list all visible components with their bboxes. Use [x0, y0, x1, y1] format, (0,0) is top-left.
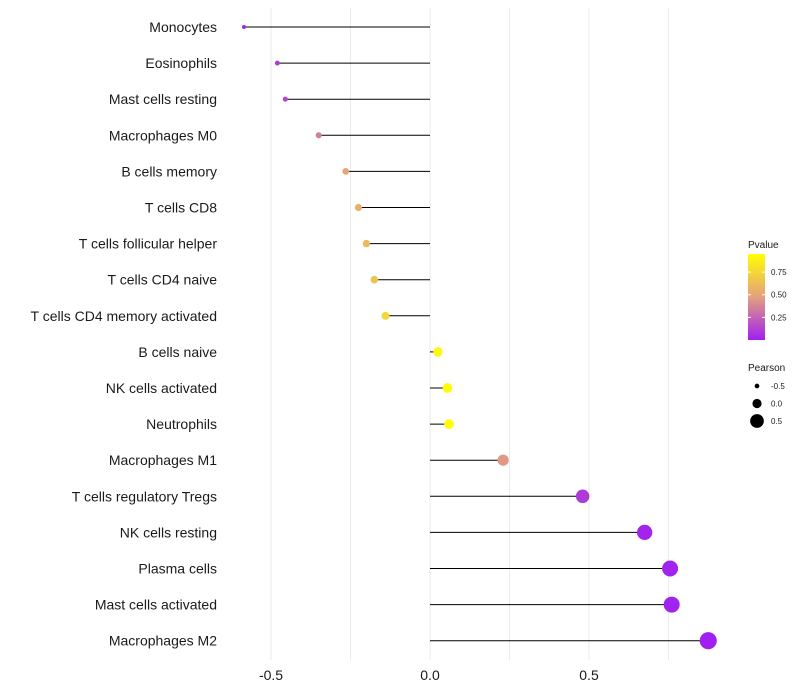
category-label: Macrophages M0: [109, 127, 217, 143]
lollipop-point: [662, 560, 679, 577]
pearson-size-label: 0.5: [771, 417, 783, 426]
lollipop-point: [699, 632, 717, 650]
category-label: Neutrophils: [146, 416, 217, 432]
pearson-size-key: [750, 414, 764, 428]
category-label: T cells CD4 naive: [108, 272, 218, 288]
lollipop-point: [637, 524, 653, 541]
pearson-size-key: [752, 398, 762, 409]
category-label: Mast cells activated: [95, 597, 217, 613]
pearson-size-key: [754, 383, 760, 389]
category-label: T cells CD4 memory activated: [31, 308, 217, 324]
lollipop-point: [381, 311, 390, 320]
pearson-legend-title: Pearson: [748, 363, 785, 374]
colorbar-tick-label: 0.25: [771, 313, 787, 322]
x-tick-label: 0.0: [420, 667, 440, 683]
lollipop-point: [242, 25, 246, 29]
category-label: NK cells resting: [120, 524, 217, 540]
lollipop-point: [433, 347, 443, 357]
category-label: Macrophages M2: [109, 633, 217, 649]
pvalue-legend: Pvalue 0.75 0.50 0.25: [748, 240, 787, 340]
category-label: B cells naive: [138, 344, 217, 360]
pearson-size-keys: -0.5 0.0 0.5: [750, 382, 785, 428]
grid-layer: [270, 8, 669, 660]
x-tick-label: 0.5: [579, 667, 599, 683]
pvalue-legend-title: Pvalue: [748, 240, 779, 251]
category-label: T cells regulatory Tregs: [72, 488, 217, 504]
lollipop-point: [444, 419, 454, 429]
lollipop-point: [370, 275, 379, 284]
lollipop-point: [362, 239, 371, 248]
category-label: Mast cells resting: [109, 91, 217, 107]
pearson-size-label: -0.5: [771, 382, 785, 391]
category-label: Macrophages M1: [109, 452, 217, 468]
lollipop-point: [663, 596, 680, 613]
category-label: B cells memory: [121, 163, 217, 179]
pvalue-colorbar: [748, 254, 765, 340]
x-axis-tick-labels: -0.5 0.0 0.5: [259, 667, 599, 683]
lollipop-point: [342, 167, 350, 175]
pearson-legend: Pearson -0.5 0.0 0.5: [748, 363, 785, 428]
category-label: T cells follicular helper: [79, 236, 218, 252]
lollipop-point: [354, 203, 363, 212]
category-labels: Monocytes Eosinophils Mast cells resting Ma…: [31, 19, 218, 649]
lollipop-point: [315, 132, 322, 139]
point-layer: [242, 25, 717, 650]
x-tick-label: -0.5: [259, 667, 283, 683]
colorbar-tick-label: 0.50: [771, 291, 787, 300]
colorbar-tick-label: 0.75: [771, 268, 787, 277]
category-label: Eosinophils: [145, 55, 217, 71]
pearson-size-label: 0.0: [771, 400, 783, 409]
category-label: Plasma cells: [138, 561, 217, 577]
pvalue-colorbar-ticks: 0.75 0.50 0.25: [748, 268, 787, 322]
lollipop-point: [282, 96, 288, 102]
lollipop-point: [575, 489, 590, 504]
category-label: T cells CD8: [145, 200, 217, 216]
lollipop-point: [497, 454, 509, 466]
lollipop-point: [274, 60, 280, 66]
category-label: NK cells activated: [106, 380, 217, 396]
category-label: Monocytes: [149, 19, 217, 35]
stem-layer: [243, 26, 709, 642]
lollipop-point: [442, 383, 453, 393]
